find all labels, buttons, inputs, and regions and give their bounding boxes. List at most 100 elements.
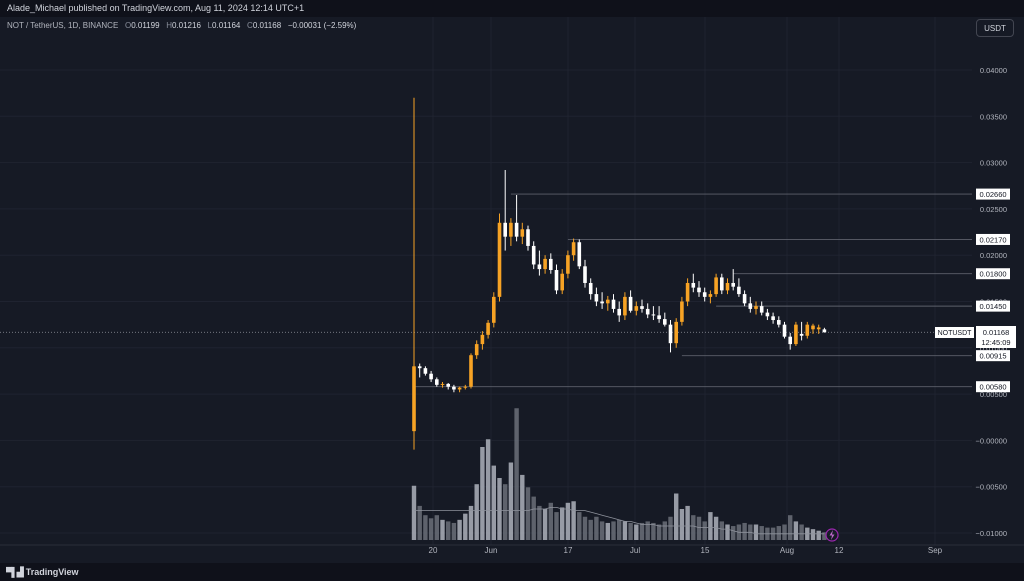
time-label-aug: Aug	[780, 546, 794, 555]
candle-body	[691, 282, 696, 288]
volume-bar	[685, 505, 690, 540]
volume-bar	[622, 521, 628, 540]
candle-body	[702, 292, 707, 297]
price-level-labels: 0.02660 0.02170 0.01800 0.01450 0.00915 0.005…	[976, 188, 1010, 393]
last-price-badge: NOTUSDT 0.01168 12:45:09	[935, 326, 1016, 348]
candle-body	[771, 316, 775, 321]
currency-button[interactable]: USDT	[976, 19, 1014, 37]
candle-body	[549, 258, 553, 271]
price-tick-label: 0.03000	[980, 159, 1007, 168]
price-tick-label: 0.02000	[980, 251, 1007, 260]
candle-body	[725, 282, 730, 291]
time-axis[interactable]: 20 Jun 17 Jul 15 Aug 12 Sep	[0, 544, 1024, 555]
candle-body	[782, 324, 787, 337]
price-tick-label: −0.00500	[976, 483, 1008, 492]
volume-bar	[491, 465, 496, 540]
level-label: 0.02660	[979, 190, 1006, 199]
symbol-tag-text: NOTUSDT	[938, 330, 973, 337]
volume-bar	[588, 519, 593, 540]
volume-bar	[599, 521, 605, 540]
candle-body	[788, 336, 792, 345]
horizontal-levels	[414, 193, 976, 388]
volume-bar	[799, 524, 804, 540]
candle-body	[680, 301, 684, 322]
candle-body	[668, 324, 673, 344]
brand-name: TradingView	[25, 567, 79, 577]
candle-body	[423, 368, 428, 374]
volume-bar	[611, 521, 616, 540]
candle-body	[640, 306, 644, 309]
candle-body	[452, 386, 456, 390]
candle-body	[748, 303, 753, 309]
volume-bar	[753, 524, 759, 540]
candle-body	[497, 222, 502, 297]
volume-bar	[725, 524, 730, 540]
candlesticks	[412, 97, 827, 450]
volume-bar	[605, 522, 610, 540]
volume-bar	[508, 462, 514, 540]
candle-body	[708, 294, 713, 297]
price-axis[interactable]: 0.040000.035000.030000.025000.020000.015…	[935, 17, 1024, 545]
candle-body	[777, 320, 781, 325]
candle-body	[469, 355, 473, 387]
symbol-legend: NOT / TetherUS, 1D, BINANCE O0.01199 H0.…	[7, 21, 356, 30]
candle-body	[628, 296, 633, 311]
candle-body	[560, 273, 564, 291]
volume-bar	[468, 505, 474, 540]
candle-body	[531, 245, 536, 265]
candle-body	[503, 222, 507, 237]
volume-bar	[696, 516, 702, 540]
volume-bar	[674, 493, 679, 540]
volume-bar	[542, 509, 548, 540]
candle-body	[520, 229, 525, 237]
volume-bar	[480, 447, 485, 540]
tradingview-logo-icon: ▀▌▟	[6, 567, 24, 577]
candle-body	[651, 314, 656, 316]
lightning-icon[interactable]	[825, 528, 839, 542]
volume-bar	[451, 522, 457, 540]
volume-bar	[793, 521, 799, 540]
time-label-jun: Jun	[485, 546, 498, 555]
volume-bar	[742, 522, 747, 540]
volume-bar	[520, 474, 525, 540]
price-chart[interactable]: 0.040000.035000.030000.025000.020000.015…	[0, 17, 1024, 563]
candle-body	[412, 366, 416, 432]
price-tick-label: 0.04000	[980, 66, 1007, 75]
candle-body	[742, 294, 747, 304]
candle-body	[754, 306, 758, 309]
price-tick-label: −0.00000	[976, 436, 1008, 445]
candle-body	[737, 286, 741, 295]
price-tick-label: 0.03500	[980, 112, 1007, 121]
volume-bar	[582, 516, 588, 540]
candle-body	[765, 312, 770, 317]
candle-body	[623, 296, 627, 316]
candle-body	[685, 282, 690, 302]
time-label-17: 17	[564, 546, 573, 555]
volume-bar	[668, 516, 673, 540]
volume-bar	[782, 524, 787, 540]
price-axis-background	[972, 17, 1024, 545]
volume-bar	[679, 509, 685, 540]
volume-bar	[571, 501, 576, 540]
high-value: 0.01216	[171, 21, 201, 30]
candle-body	[617, 308, 621, 316]
candle-body	[435, 379, 439, 385]
volume-bar	[446, 521, 451, 540]
candle-body	[480, 334, 485, 345]
volume-bar	[776, 526, 781, 540]
candle-body	[588, 282, 593, 295]
last-price-value: 0.01168	[983, 328, 1010, 337]
candle-body	[537, 264, 542, 270]
candle-body	[611, 299, 616, 309]
candle-body	[514, 222, 519, 237]
volume-bar	[788, 515, 793, 540]
candle-body	[657, 315, 661, 320]
tradingview-brand[interactable]: ▀▌▟ TradingView	[6, 567, 79, 578]
published-text: Alade_Michael published on TradingView.c…	[7, 3, 305, 13]
close-label: C	[247, 21, 253, 30]
low-value: 0.01164	[212, 21, 241, 30]
published-header: Alade_Michael published on TradingView.c…	[0, 0, 1024, 17]
level-label: 0.00915	[979, 352, 1006, 361]
level-label: 0.01800	[979, 270, 1006, 279]
